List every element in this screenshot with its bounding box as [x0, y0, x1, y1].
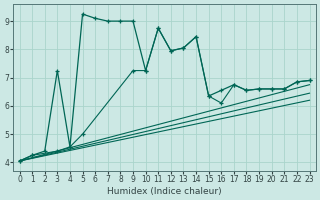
X-axis label: Humidex (Indice chaleur): Humidex (Indice chaleur)	[107, 187, 222, 196]
